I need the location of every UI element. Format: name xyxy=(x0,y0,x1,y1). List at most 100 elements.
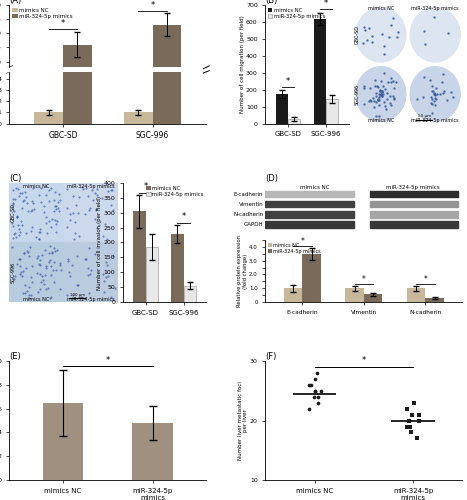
Text: miR-324-5p mimics: miR-324-5p mimics xyxy=(67,184,114,190)
Bar xyxy=(265,201,354,207)
Circle shape xyxy=(410,8,460,62)
Point xyxy=(313,369,321,377)
Text: (E): (E) xyxy=(9,352,21,361)
Legend: mimics NC, miR-324-5p mimics: mimics NC, miR-324-5p mimics xyxy=(147,186,204,197)
Bar xyxy=(314,18,326,124)
Bar xyxy=(407,288,425,302)
Text: miR-324-5p mimics: miR-324-5p mimics xyxy=(67,297,114,302)
Point xyxy=(311,387,319,395)
Text: 50 μm: 50 μm xyxy=(417,114,431,118)
Text: GAPDH: GAPDH xyxy=(244,222,263,227)
Bar xyxy=(370,191,459,198)
Point xyxy=(305,404,312,412)
Bar xyxy=(265,212,354,218)
Bar xyxy=(171,234,184,302)
Bar xyxy=(425,298,444,302)
Bar xyxy=(146,247,158,302)
Bar xyxy=(63,44,92,118)
Bar xyxy=(64,242,118,302)
Bar xyxy=(9,242,64,302)
Bar xyxy=(43,403,83,480)
Text: (D): (D) xyxy=(265,174,278,183)
Point xyxy=(308,381,315,389)
Text: mimics NC: mimics NC xyxy=(300,184,329,190)
Bar xyxy=(265,191,354,198)
Text: *: * xyxy=(106,356,110,365)
Text: SGC-996: SGC-996 xyxy=(10,262,15,282)
Bar xyxy=(153,0,181,124)
Text: *: * xyxy=(150,1,155,10)
Bar xyxy=(284,288,302,302)
Text: *: * xyxy=(324,0,328,8)
Point xyxy=(403,422,411,430)
Text: (A): (A) xyxy=(9,0,21,5)
Legend: mimics NC, miR-324-5p mimics: mimics NC, miR-324-5p mimics xyxy=(12,8,73,19)
Point xyxy=(311,387,318,395)
Point xyxy=(414,434,421,442)
Text: *: * xyxy=(143,182,148,191)
Text: SGC-996: SGC-996 xyxy=(354,84,359,104)
Circle shape xyxy=(356,8,406,62)
Y-axis label: Number liver metastatic foci
per liver: Number liver metastatic foci per liver xyxy=(238,381,248,460)
Text: GBC-SD: GBC-SD xyxy=(10,204,15,223)
Text: *: * xyxy=(286,76,290,86)
Text: *: * xyxy=(181,212,186,222)
Bar xyxy=(184,286,196,302)
Point xyxy=(405,416,413,424)
Point xyxy=(311,375,318,383)
Text: miR-324-5p mimics: miR-324-5p mimics xyxy=(411,118,459,123)
Point xyxy=(411,399,418,407)
Text: mimics NC: mimics NC xyxy=(368,6,394,11)
Bar xyxy=(326,99,338,124)
Legend: mimics NC, miR-324-5p mimics: mimics NC, miR-324-5p mimics xyxy=(268,242,321,254)
Point xyxy=(403,404,410,412)
Text: 100 μm: 100 μm xyxy=(70,292,85,296)
Bar xyxy=(153,25,181,118)
Bar xyxy=(64,183,118,242)
Text: mimics NC: mimics NC xyxy=(23,184,50,190)
Text: N-cadherin: N-cadherin xyxy=(233,212,263,217)
Circle shape xyxy=(356,66,406,122)
Text: *: * xyxy=(61,19,65,28)
Circle shape xyxy=(410,66,460,122)
Point xyxy=(406,422,414,430)
Text: mimics NC: mimics NC xyxy=(23,297,50,302)
Bar xyxy=(35,112,63,124)
Bar xyxy=(302,254,321,302)
Point xyxy=(318,387,325,395)
Bar xyxy=(134,212,146,302)
Text: GBC-SD: GBC-SD xyxy=(354,25,359,44)
Bar xyxy=(364,294,382,302)
Point xyxy=(305,381,312,389)
Bar xyxy=(124,112,153,124)
Bar xyxy=(276,94,288,124)
Bar xyxy=(346,288,364,302)
Text: miR-324-5p mimics: miR-324-5p mimics xyxy=(386,184,440,190)
Text: (F): (F) xyxy=(265,352,277,361)
Text: *: * xyxy=(362,356,366,366)
Bar xyxy=(35,116,63,118)
Bar xyxy=(370,201,459,207)
Point xyxy=(409,410,416,418)
Bar xyxy=(63,0,92,124)
Point xyxy=(315,399,322,407)
Point xyxy=(314,393,321,401)
Point xyxy=(310,393,318,401)
Point xyxy=(415,416,423,424)
Legend: mimics NC, miR-324-5p mimics: mimics NC, miR-324-5p mimics xyxy=(268,8,325,18)
Text: *: * xyxy=(362,274,366,283)
Text: E-cadherin: E-cadherin xyxy=(234,192,263,196)
Text: (C): (C) xyxy=(9,174,21,183)
Text: miR-324-5p mimics: miR-324-5p mimics xyxy=(411,6,459,11)
Bar xyxy=(133,423,173,480)
Bar xyxy=(370,222,459,228)
Bar xyxy=(124,116,153,118)
Text: Vimentin: Vimentin xyxy=(239,202,263,207)
Bar xyxy=(288,119,300,124)
Point xyxy=(408,428,415,436)
Bar xyxy=(265,222,354,228)
Text: *: * xyxy=(424,274,427,283)
Bar xyxy=(9,183,64,242)
Point xyxy=(415,410,423,418)
Y-axis label: Number of cell migration (per field): Number of cell migration (per field) xyxy=(240,16,245,114)
